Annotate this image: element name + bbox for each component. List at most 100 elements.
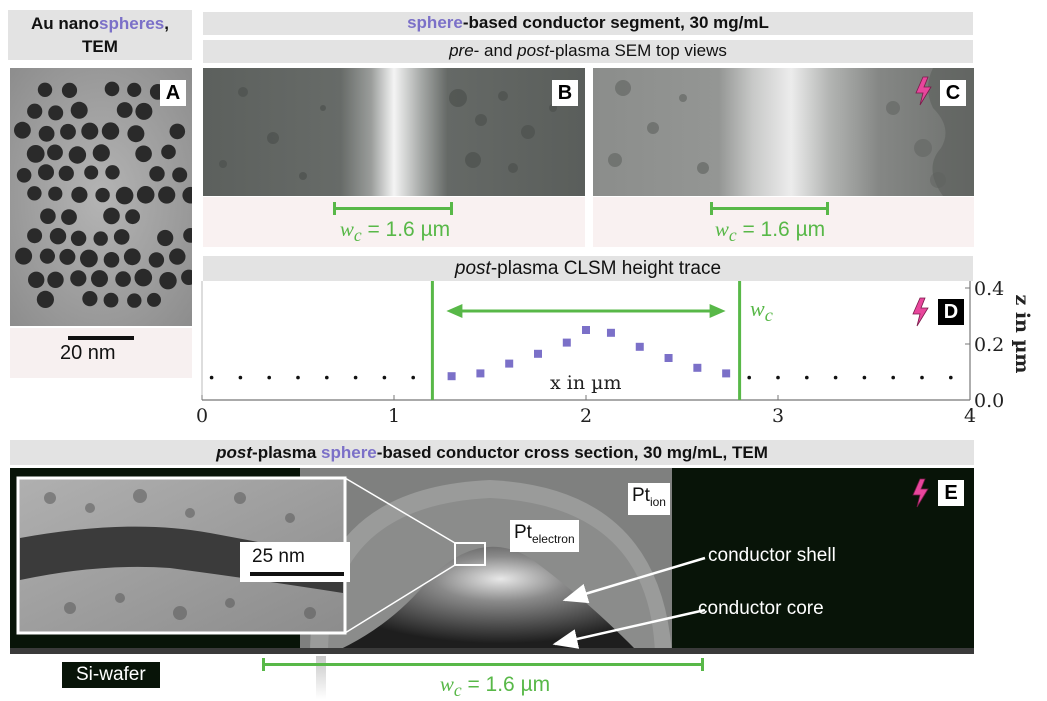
panel-b-wc-bar xyxy=(334,207,452,210)
data-point xyxy=(267,375,272,380)
panel-e-label: E xyxy=(938,480,964,506)
panel-c-wc-label: wc = 1.6 µm xyxy=(675,217,865,246)
nanoparticle xyxy=(27,103,43,119)
panel-d-title-rest: -plasma CLSM height trace xyxy=(490,258,722,279)
panel-d-height-chart: 0 1 2 3 40.0 0.2 0.4 xyxy=(196,278,1004,427)
panel-c-scale-area xyxy=(593,197,974,247)
wc-arrow-head-left xyxy=(446,304,463,318)
header-e-italic: post xyxy=(216,443,253,462)
panel-b-wc-sub: c xyxy=(353,225,362,246)
pt-electron-sub: electron xyxy=(531,531,575,546)
panel-b-wc-label: wc = 1.6 µm xyxy=(300,217,490,246)
nanoparticle xyxy=(95,187,110,203)
nanoparticle xyxy=(103,207,120,225)
nanoparticle xyxy=(158,186,176,204)
data-point-square xyxy=(562,338,571,347)
y-tick-label: 0.4 xyxy=(974,278,1004,300)
panel-a-title-pre: Au nano xyxy=(31,14,100,33)
nanoparticle xyxy=(14,121,31,139)
data-point xyxy=(747,375,751,380)
wc-arrow-head-right xyxy=(709,304,726,318)
panel-c-label: C xyxy=(940,80,966,106)
data-point-square xyxy=(447,372,456,381)
panel-b-wc-symbol: w xyxy=(339,217,354,241)
nanoparticle xyxy=(172,167,188,183)
panel-d-wc-symbol: w xyxy=(750,296,765,321)
subheader-rest: -plasma SEM top views xyxy=(549,41,727,60)
header-e-accent: sphere xyxy=(321,443,377,462)
panel-b-label: B xyxy=(552,80,578,106)
nanoparticle xyxy=(183,228,192,243)
panel-a-scale-bar xyxy=(68,336,134,340)
panel-a-title-post: , xyxy=(164,14,169,33)
nanoparticle xyxy=(115,186,134,205)
nanoparticle xyxy=(104,81,120,97)
nanoparticle xyxy=(169,248,186,265)
x-tick-label: 4 xyxy=(964,405,976,427)
data-point-square xyxy=(582,326,590,334)
y-tick-label: 0.2 xyxy=(974,334,1004,356)
data-point xyxy=(238,375,243,380)
panel-e-arrows xyxy=(552,556,706,649)
data-point xyxy=(805,375,809,380)
panel-e-wc-label: wc = 1.6 µm xyxy=(400,672,590,701)
panel-a-title: Au nanospheres, TEM xyxy=(8,10,192,60)
panel-d-label: D xyxy=(938,299,964,325)
panel-b-sem-image xyxy=(203,68,585,196)
data-point xyxy=(891,375,895,380)
x-tick-label: 3 xyxy=(772,405,784,427)
nanoparticle xyxy=(103,252,120,268)
panel-a-scale-text: 20 nm xyxy=(60,342,116,364)
panel-a-title-accent: spheres xyxy=(99,14,165,33)
data-point-square xyxy=(722,369,731,378)
panel-b-wc-tick-right xyxy=(450,202,453,215)
nanoparticle xyxy=(84,165,99,180)
panel-d-wc-sub: c xyxy=(764,305,773,326)
panel-e-lightning-bolt-icon xyxy=(912,478,929,508)
nanoparticle xyxy=(70,230,87,246)
nanoparticle xyxy=(71,186,88,203)
data-point xyxy=(776,375,780,380)
nanoparticle xyxy=(115,271,131,287)
data-point xyxy=(296,375,300,380)
core-arrow xyxy=(552,608,706,649)
nanoparticle xyxy=(47,144,63,161)
panel-c-wc-symbol: w xyxy=(714,217,729,241)
panel-e-pt-electron-label: Ptelectron xyxy=(510,520,579,552)
nanoparticle xyxy=(157,229,174,247)
subheader-italic-2: post xyxy=(517,41,550,60)
nanoparticle xyxy=(105,165,120,180)
data-point xyxy=(209,375,214,380)
nanoparticle xyxy=(39,248,55,264)
panel-c-wc-value: = 1.6 µm xyxy=(736,218,826,241)
panel-e-wc-bar xyxy=(263,663,703,666)
panel-e-wafer-label: Si-wafer xyxy=(62,662,160,688)
nanoparticle xyxy=(70,270,87,287)
nanoparticle xyxy=(26,145,45,163)
panel-e-tem-image xyxy=(10,468,974,654)
panel-a-tem-image xyxy=(10,68,192,326)
data-point-square xyxy=(476,369,485,378)
data-point xyxy=(353,375,358,380)
y-tick-label: 0.0 xyxy=(974,390,1004,412)
subheader-italic-1: pre xyxy=(449,41,474,60)
x-tick-label: 0 xyxy=(196,405,208,427)
nanoparticle xyxy=(36,290,54,308)
pt-ion-sub: ion xyxy=(649,494,666,509)
nanoparticle xyxy=(148,252,165,268)
nanoparticle xyxy=(93,231,108,246)
data-point-square xyxy=(664,354,673,362)
panel-e-shell-label: conductor shell xyxy=(708,545,836,566)
nanoparticle xyxy=(38,125,55,142)
header-top-rest: -based conductor segment, 30 mg/mL xyxy=(462,13,769,32)
nanoparticle xyxy=(61,209,77,226)
nanoparticle xyxy=(127,125,145,143)
panel-e-wc-tick-left xyxy=(262,658,265,671)
data-point-square xyxy=(693,363,702,372)
nanoparticle xyxy=(27,186,42,201)
data-point-square xyxy=(635,342,644,351)
nanoparticle xyxy=(181,269,192,285)
panel-a-title-line2: TEM xyxy=(82,37,118,56)
nanoparticle xyxy=(38,164,54,181)
data-point xyxy=(411,375,416,380)
